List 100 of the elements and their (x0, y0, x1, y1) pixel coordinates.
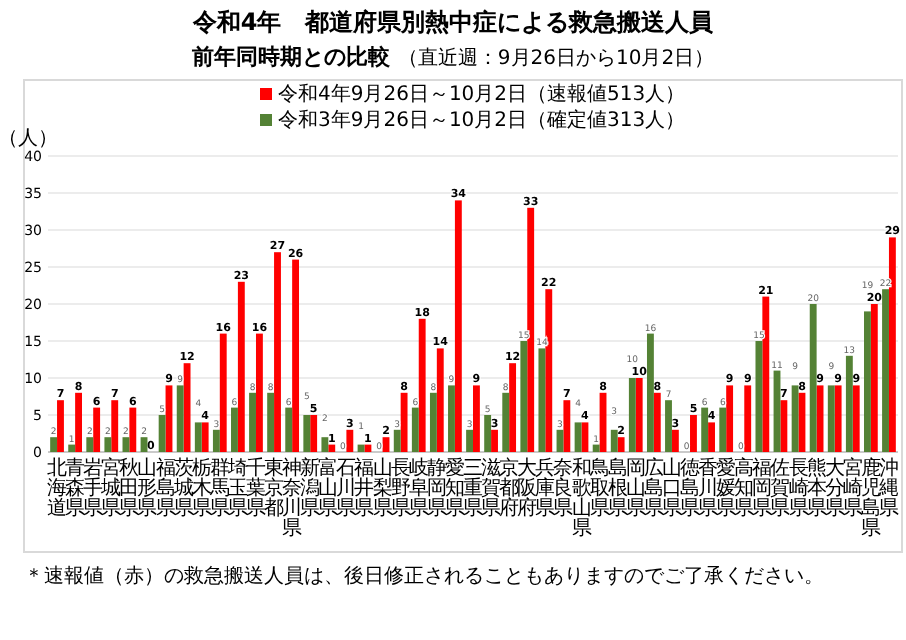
x-tick-label: 鳥取県 (587, 456, 610, 520)
chart-title: 令和4年 都道府県別熱中症による救急搬送人員 (190, 8, 716, 36)
x-tick-label: 山梨県 (372, 456, 393, 520)
text: （直近週：9月26日から10月2日） (397, 46, 715, 70)
x-tick-label: 愛知県 (444, 456, 465, 520)
bar (436, 348, 444, 452)
bar (701, 407, 709, 452)
bar (201, 422, 209, 452)
bar (671, 429, 679, 452)
bar (491, 429, 498, 452)
bar (285, 407, 293, 452)
bar (255, 333, 263, 452)
x-tick-label: 熊本県 (806, 456, 827, 520)
bar (274, 252, 281, 452)
bar (346, 429, 354, 452)
x-tick-label: 奈良県 (553, 458, 574, 520)
x-tick-label: 佐賀県 (770, 458, 791, 520)
x-tick-label: 福島県 (155, 456, 176, 520)
bar (321, 437, 329, 452)
x-tick-label: 大阪府 (517, 456, 538, 520)
bar (592, 444, 600, 452)
x-tick-label: 三重県 (463, 458, 483, 520)
x-tick-label: 鹿児島県 (860, 456, 881, 540)
bar (882, 289, 889, 452)
x-tick-label: 香川県 (698, 456, 719, 520)
bar (454, 200, 462, 452)
bar (50, 437, 58, 452)
bar (545, 289, 553, 452)
x-tick-label: 栃木県 (191, 456, 212, 520)
bar (484, 415, 492, 452)
bar (780, 400, 788, 452)
bar (628, 378, 636, 452)
bar (574, 422, 582, 452)
bar (690, 415, 697, 452)
x-tick-label: 神奈川県 (282, 456, 303, 540)
x-tick-label: 山口県 (661, 456, 682, 520)
bar (176, 385, 184, 452)
x-tick-label: 千葉県 (245, 456, 266, 520)
bar (400, 392, 408, 452)
bar (429, 392, 437, 452)
bar (158, 415, 166, 452)
x-tick-label: 島根県 (607, 456, 628, 520)
x-tick-label: 宮城県 (99, 456, 122, 520)
bar (617, 437, 625, 452)
chart-subtitle: 前年同時期との比較 (189, 44, 392, 70)
bar (237, 281, 245, 452)
x-tick-label: 山形県 (137, 456, 158, 520)
x-tick-label: 滋賀県 (481, 456, 502, 520)
bar (852, 385, 860, 452)
y-axis-title: （人） (0, 128, 58, 150)
bar (183, 363, 191, 452)
bar (509, 363, 517, 452)
bar (864, 311, 871, 452)
bar (411, 407, 419, 452)
x-tick-label: 宮崎県 (842, 456, 863, 520)
x-tick-label: 秋田県 (119, 456, 140, 520)
bar (129, 407, 137, 452)
bar (57, 400, 64, 452)
bar (845, 355, 853, 452)
bar (393, 429, 401, 452)
x-tick-label: 福井県 (354, 456, 375, 520)
text: ＊速報値（赤）の救急搬送人員は、後日修正されることもありますのでご了承ください。 (24, 564, 824, 588)
bar (665, 400, 672, 452)
bar (267, 392, 275, 452)
x-tick-label: 兵庫県 (535, 456, 556, 520)
bar (870, 304, 878, 452)
bar (755, 341, 763, 452)
bar (93, 407, 101, 452)
x-tick-label: 沖縄県 (876, 456, 899, 520)
x-tick-label: 愛媛県 (716, 456, 737, 520)
x-tick-label: 京都府 (499, 456, 520, 520)
bar (708, 422, 715, 452)
x-tick-label: 岐阜県 (408, 456, 429, 520)
bar (68, 444, 76, 452)
x-tick-label: 福岡県 (752, 456, 773, 520)
x-tick-label: 長崎県 (788, 458, 809, 520)
bar (538, 348, 546, 452)
bar (231, 407, 238, 452)
x-tick-label: 広島県 (643, 456, 664, 520)
legend-label: 令和3年9月26日～10月2日（確定値313人） (278, 108, 686, 132)
bar (473, 385, 480, 452)
bar (791, 385, 799, 452)
bar (719, 407, 727, 452)
x-tick-label: 高知県 (734, 456, 755, 520)
bar (466, 429, 473, 452)
bar (726, 385, 734, 452)
bar (527, 207, 535, 452)
bar (646, 333, 654, 452)
bar (635, 378, 643, 452)
bar (212, 429, 220, 452)
bar (364, 444, 372, 452)
x-tick-label: 新潟県 (300, 456, 321, 520)
x-tick-label: 岩手県 (83, 456, 104, 520)
bar (303, 415, 311, 452)
bar (219, 333, 227, 452)
x-tick-label: 大分県 (824, 456, 845, 520)
bar (104, 437, 112, 452)
x-tick-label: 石川県 (336, 458, 357, 520)
bar (888, 237, 896, 452)
bar (809, 304, 817, 452)
